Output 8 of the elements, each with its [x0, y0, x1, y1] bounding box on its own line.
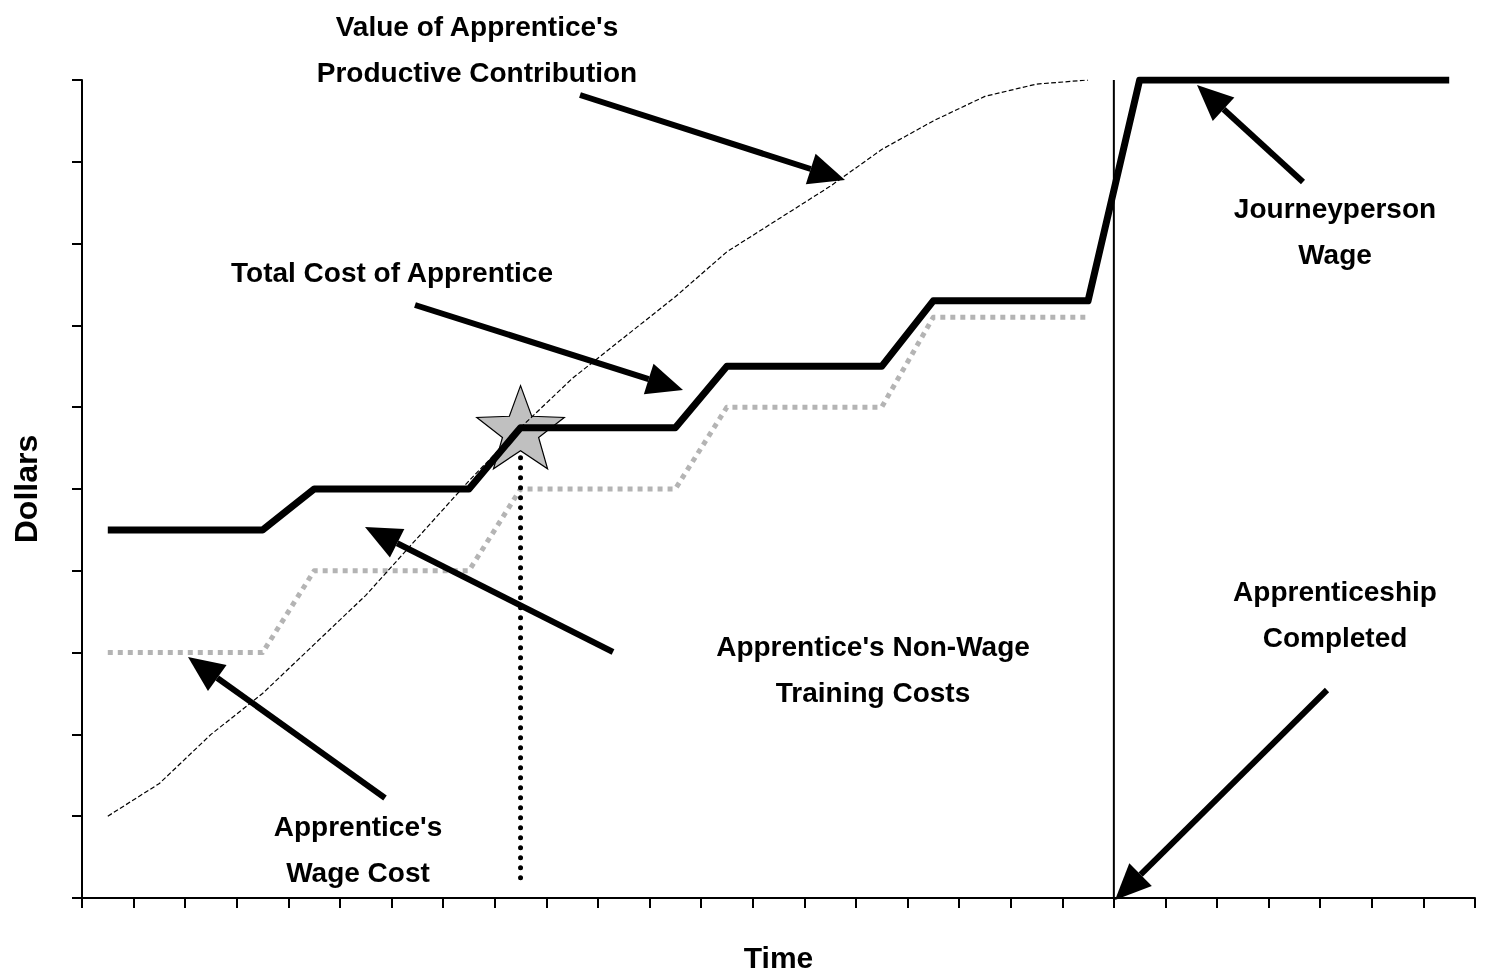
annotation: Total Cost of Apprentice — [231, 256, 553, 290]
annotation: Apprenticeship Completed — [1233, 575, 1437, 655]
y-axis-title: Dollars — [8, 434, 44, 544]
annotation: Apprentice's Wage Cost — [273, 810, 443, 890]
annotation: Journeyperson Wage — [1233, 192, 1437, 272]
annotation: Value of Apprentice's Productive Contribution — [316, 10, 638, 90]
x-axis-title: Time — [743, 940, 814, 974]
annotation: Apprentice's Non-Wage Training Costs — [716, 630, 1030, 710]
